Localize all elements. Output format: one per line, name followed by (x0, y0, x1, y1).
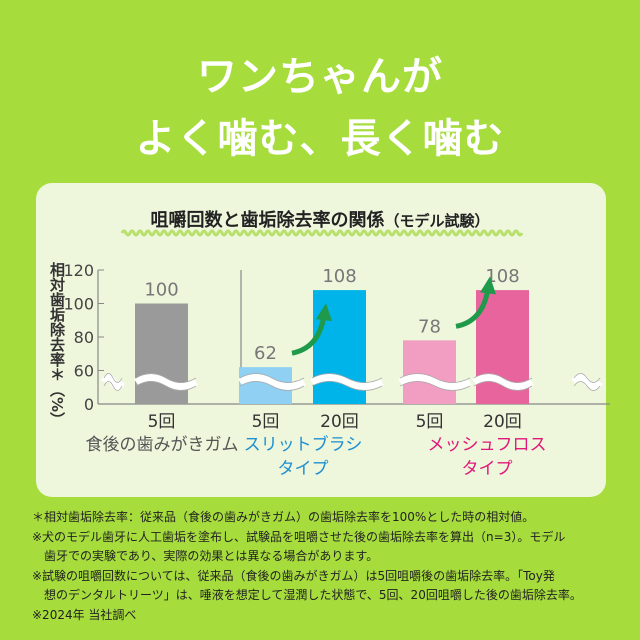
axis-break (134, 374, 198, 390)
bar (403, 340, 456, 404)
x-tick-label: 5回 (416, 412, 444, 432)
axis-break-edge (311, 381, 383, 391)
x-tick-label: 20回 (320, 412, 359, 432)
x-tick-label: 5回 (252, 412, 280, 432)
group-label: スリットブラシ (244, 434, 363, 455)
y-tick-label: 0 (84, 395, 94, 414)
title-underline (120, 229, 524, 237)
axis-break-edge (135, 373, 197, 383)
x-tick-label: 5回 (148, 412, 176, 432)
chart-title: 咀嚼回数と歯垢除去率の関係（モデル試験） (0, 206, 640, 232)
axis-break (238, 374, 306, 390)
arrow-head-icon (316, 303, 332, 322)
increase-arrow (291, 314, 327, 356)
chart-subtitle: （モデル試験） (384, 212, 490, 230)
axis-break-edge (135, 381, 197, 391)
y-tick-label: 80 (74, 328, 94, 347)
axis-break (398, 374, 472, 390)
data-label: 108 (485, 266, 519, 287)
group-label: メッシュフロス (428, 435, 547, 455)
footnote: ※試験の咀嚼回数については、従来品（食後の歯みがきガム）は5回咀嚼後の歯垢除去率… (32, 568, 555, 583)
axis-break-edge (573, 381, 601, 391)
axis-break-edge (573, 373, 601, 383)
group-label: タイプ (278, 459, 329, 479)
axis-break-edge (311, 373, 383, 383)
data-label: 78 (418, 316, 441, 337)
footnote: 想のデンタルトリーツ」は、唾液を想定して湿潤した状態で、5回、20回咀嚼した後の… (44, 588, 582, 602)
axis-break-edge (473, 373, 533, 383)
x-tick-label: 20回 (483, 412, 522, 432)
y-axis-label: 相対歯垢除去率＊（%） (48, 262, 66, 428)
y-tick-label: 120 (63, 261, 94, 280)
footnotes: ＊相対歯垢除去率：従来品（食後の歯みがきガム）の歯垢除去率を100%とした時の相… (32, 508, 622, 625)
axis-break-edge (239, 373, 305, 383)
y-tick-label: 60 (74, 362, 94, 381)
footnote: 歯牙での実験であり、実際の効果とは異なる場合があります。 (44, 549, 379, 563)
y-tick-label: 100 (63, 295, 94, 314)
data-label: 62 (254, 343, 277, 364)
axis-break-edge (399, 381, 471, 391)
axis-break-edge (103, 381, 123, 391)
footnote: ＊相対歯垢除去率：従来品（食後の歯みがきガム）の歯垢除去率を100%とした時の相… (32, 510, 535, 524)
headline-line1: ワンちゃんが (197, 54, 443, 100)
footnote: ※犬のモデル歯牙に人工歯垢を塗布し、試験品を咀嚼させた後の歯垢除去率を算出（n=… (32, 529, 566, 544)
axis-break-edge (239, 381, 305, 391)
data-label: 100 (144, 280, 178, 301)
footnote: ※2024年 当社調べ (32, 607, 137, 622)
axis-break (571, 374, 603, 390)
chart-title-text: 咀嚼回数と歯垢除去率の関係 (150, 210, 385, 231)
increase-arrow (455, 287, 491, 329)
group-label: 食後の歯みがきガム (86, 435, 239, 455)
axis-break (310, 374, 384, 390)
arrow-head-icon (480, 276, 496, 295)
axis-break (100, 374, 126, 390)
data-label: 108 (322, 266, 356, 287)
headline-line2: よく噛む、長く噛む (135, 116, 505, 162)
axis-break-edge (399, 373, 471, 383)
group-label: タイプ (462, 459, 513, 479)
axis-break (472, 374, 534, 390)
axis-break-edge (473, 381, 533, 391)
axis-break-edge (103, 373, 123, 383)
